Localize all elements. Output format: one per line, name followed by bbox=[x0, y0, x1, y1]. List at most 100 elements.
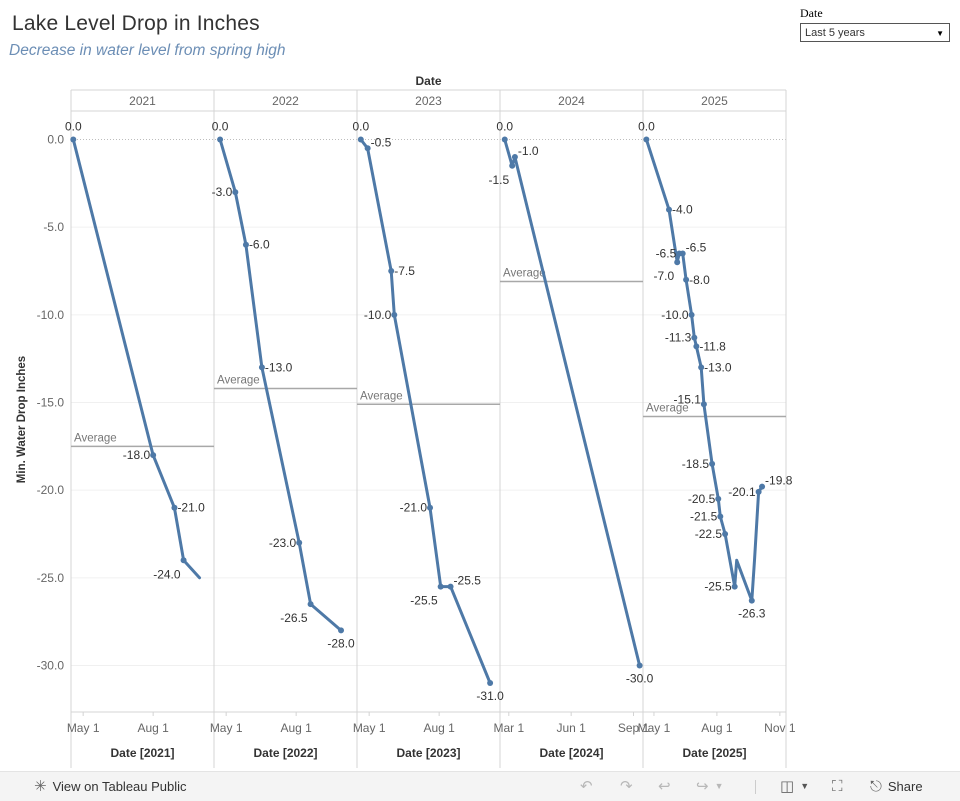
undo-button[interactable]: ↶ bbox=[580, 772, 593, 801]
data-point bbox=[731, 583, 738, 590]
fullscreen-button[interactable]: ⛶ bbox=[832, 772, 843, 801]
average-label-2025: Average bbox=[646, 403, 689, 415]
x-tick-label: Aug 1 bbox=[701, 721, 733, 735]
data-point bbox=[364, 145, 371, 152]
data-label: 0.0 bbox=[212, 120, 229, 134]
data-label: -31.0 bbox=[476, 689, 504, 703]
x-tick-label: May 1 bbox=[210, 721, 243, 735]
y-tick-label: 0.0 bbox=[47, 133, 64, 147]
y-tick-label: -30.0 bbox=[37, 659, 65, 673]
data-point bbox=[709, 460, 716, 467]
data-label: -26.5 bbox=[280, 611, 308, 625]
data-point bbox=[217, 136, 224, 143]
average-label-2023: Average bbox=[360, 390, 403, 402]
data-label: -4.0 bbox=[672, 203, 693, 217]
data-point bbox=[691, 334, 698, 341]
refresh-button[interactable]: ↪ ▼ bbox=[696, 772, 724, 801]
average-label-2021: Average bbox=[74, 432, 117, 444]
data-point bbox=[70, 136, 77, 143]
data-label: -13.0 bbox=[265, 360, 293, 374]
view-on-tableau-public-label: View on Tableau Public bbox=[52, 779, 187, 794]
data-label: 0.0 bbox=[352, 120, 369, 134]
data-label: -18.5 bbox=[682, 457, 710, 471]
tableau-toolbar: ✳ View on Tableau Public ↶ ↷ ↩ ↪ ▼ ◫ ▼ ⛶ ⎋… bbox=[0, 771, 960, 801]
data-label: -21.0 bbox=[400, 501, 428, 515]
data-point bbox=[258, 364, 265, 371]
data-label: -11.3 bbox=[665, 331, 692, 345]
data-label: 0.0 bbox=[65, 120, 82, 134]
data-label: 0.0 bbox=[496, 120, 513, 134]
data-label: -0.5 bbox=[371, 135, 392, 149]
data-point bbox=[509, 162, 516, 169]
x-axis-title-2023: Date [2023] bbox=[396, 746, 460, 760]
download-chevron-down-icon: ▼ bbox=[800, 781, 810, 791]
data-point bbox=[391, 311, 398, 318]
data-label: -28.0 bbox=[327, 636, 355, 650]
download-button[interactable]: ◫ ▼ bbox=[780, 772, 809, 801]
year-header-2022: 2022 bbox=[272, 94, 299, 108]
dropdown-arrow-icon: ▼ bbox=[936, 29, 944, 38]
data-label: -6.5 bbox=[656, 246, 677, 260]
tableau-logo-icon: ✳ bbox=[34, 778, 47, 795]
data-label: -7.0 bbox=[654, 269, 675, 283]
data-point bbox=[501, 136, 508, 143]
average-label-2024: Average bbox=[503, 268, 546, 280]
data-point bbox=[242, 241, 249, 248]
share-icon: ⎋ bbox=[870, 778, 882, 795]
date-filter-dropdown[interactable]: Last 5 years ▼ bbox=[800, 23, 950, 42]
y-tick-label: -20.0 bbox=[37, 483, 65, 497]
year-header-2024: 2024 bbox=[558, 94, 585, 108]
dashboard-title: Lake Level Drop in Inches bbox=[12, 12, 260, 35]
data-label: -8.0 bbox=[689, 273, 710, 287]
data-point bbox=[307, 601, 314, 608]
y-tick-label: -15.0 bbox=[37, 396, 65, 410]
x-tick-label: May 1 bbox=[353, 721, 386, 735]
data-label: -6.5 bbox=[686, 240, 707, 254]
data-label: -10.0 bbox=[661, 308, 689, 322]
x-axis-title-2025: Date [2025] bbox=[682, 746, 746, 760]
share-button[interactable]: ⎋ Share bbox=[870, 772, 923, 801]
data-point bbox=[150, 452, 157, 459]
redo-button[interactable]: ↷ bbox=[620, 772, 633, 801]
y-tick-label: -10.0 bbox=[37, 308, 65, 322]
data-point bbox=[683, 276, 690, 283]
x-tick-label: Aug 1 bbox=[137, 721, 169, 735]
data-point bbox=[388, 268, 395, 274]
view-on-tableau-public-link[interactable]: ✳ View on Tableau Public bbox=[34, 772, 187, 801]
x-tick-label: May 1 bbox=[67, 721, 100, 735]
data-point bbox=[643, 136, 650, 143]
data-point bbox=[715, 495, 722, 502]
data-label: -20.1 bbox=[728, 485, 756, 499]
data-point bbox=[296, 539, 303, 546]
data-point bbox=[427, 504, 434, 511]
revert-button[interactable]: ↩ bbox=[658, 772, 671, 801]
series-line-2024 bbox=[503, 138, 642, 667]
data-point bbox=[232, 189, 239, 196]
data-label: -19.8 bbox=[765, 474, 793, 488]
lake-level-chart: Date 0.0 -5.0 -10.0 -15.0 -20.0 -25.0 -30.0 Min.… bbox=[16, 74, 796, 768]
data-point bbox=[666, 206, 672, 213]
date-filter: Date Last 5 years ▼ bbox=[800, 6, 950, 42]
data-label: -26.3 bbox=[738, 607, 766, 621]
data-label: -18.0 bbox=[123, 448, 151, 462]
redo-icon: ↷ bbox=[620, 778, 633, 795]
data-label: -7.5 bbox=[394, 264, 415, 278]
data-point bbox=[674, 259, 681, 266]
data-label: -24.0 bbox=[153, 567, 181, 581]
data-point bbox=[437, 583, 444, 590]
data-point bbox=[357, 136, 364, 143]
data-label: -6.0 bbox=[249, 238, 270, 252]
column-header-title: Date bbox=[415, 74, 441, 88]
data-label: -10.0 bbox=[364, 308, 392, 322]
x-tick-label: Nov 1 bbox=[764, 721, 796, 735]
y-tick-label: -5.0 bbox=[43, 220, 64, 234]
average-label-2022: Average bbox=[217, 374, 260, 386]
data-point bbox=[636, 662, 643, 669]
x-tick-label: Aug 1 bbox=[423, 721, 455, 735]
data-label: -23.0 bbox=[269, 536, 297, 550]
x-tick-label: Sep 1 bbox=[618, 721, 650, 735]
x-tick-label: Jun 1 bbox=[556, 721, 586, 735]
undo-icon: ↶ bbox=[580, 778, 593, 795]
toolbar-divider bbox=[755, 780, 756, 794]
year-header-2025: 2025 bbox=[701, 94, 728, 108]
